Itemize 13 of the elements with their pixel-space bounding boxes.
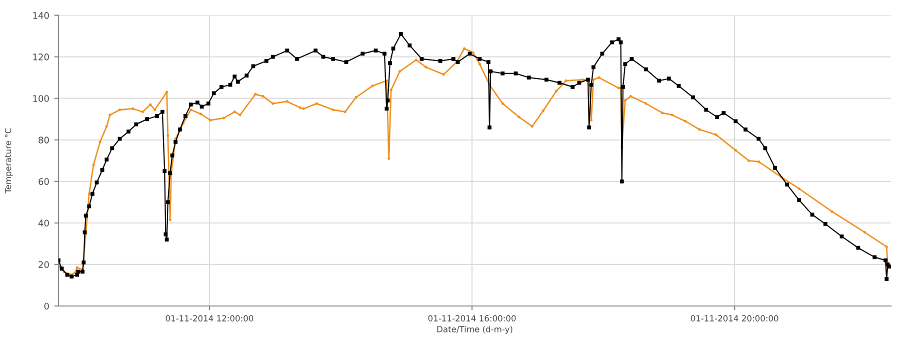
y-tick-label: 0 — [44, 302, 49, 310]
y-tick-label: 100 — [33, 95, 49, 102]
y-tick-label: 120 — [33, 54, 49, 60]
y-tick-label: 40 — [38, 220, 49, 226]
y-tick-label: 60 — [38, 178, 49, 185]
y-tick-label: 80 — [38, 136, 49, 144]
x-tick-label: 01-11-2014 16:00:00 — [428, 315, 516, 322]
x-tick-label: 01-11-2014 20:00:00 — [690, 315, 778, 322]
y-tick-label: 140 — [33, 12, 49, 19]
x-tick-label: 01-11-2014 12:00:00 — [166, 315, 254, 322]
y-tick-label: 20 — [38, 261, 49, 268]
y-axis-title: Temperature °C — [4, 128, 13, 194]
x-axis-title: Date/Time (d-m-y) — [437, 326, 512, 334]
